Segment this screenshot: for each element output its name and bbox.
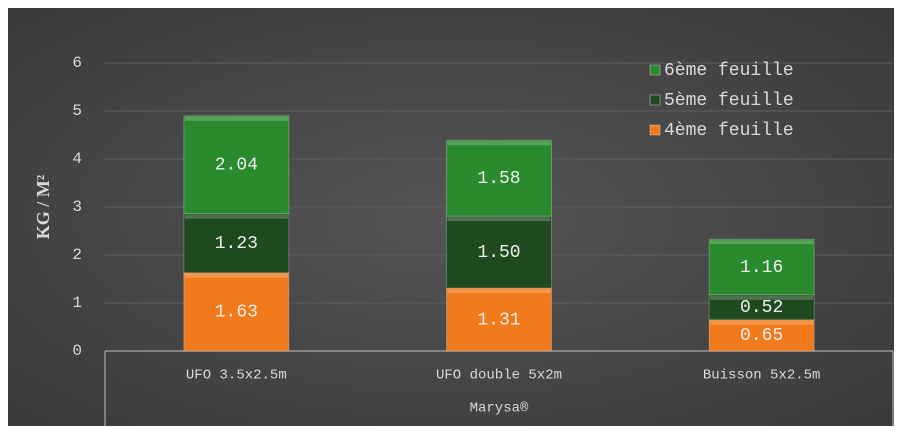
legend-label: 4ème feuille	[664, 121, 794, 141]
bar-bevel	[184, 116, 288, 121]
bar-segment	[446, 215, 552, 289]
bar-segment	[708, 319, 815, 352]
data-label: 1.31	[477, 310, 520, 330]
x-tick-label: UFO 3.5x2.5m	[186, 368, 287, 384]
y-tick-label: 6	[72, 54, 82, 72]
bar-segment	[708, 294, 815, 321]
bar-segment	[708, 238, 815, 296]
bar-segment	[183, 272, 290, 352]
data-label: 0.52	[740, 298, 783, 318]
x-tick-label: Buisson 5x2.5m	[703, 368, 821, 384]
y-tick-label: 5	[72, 102, 82, 120]
legend-label: 5ème feuille	[664, 91, 794, 111]
y-tick-label: 1	[72, 294, 82, 312]
y-tick-label: 2	[72, 246, 82, 264]
data-label: 0.65	[740, 326, 783, 346]
data-label: 2.04	[215, 156, 258, 176]
bar-bevel	[184, 214, 288, 219]
data-label: 1.63	[215, 303, 258, 323]
y-tick-label: 4	[72, 150, 82, 168]
bar-segment	[446, 139, 552, 217]
bar-bevel	[710, 240, 814, 245]
data-label: 1.58	[477, 169, 520, 189]
group-label: Marysa®	[470, 401, 529, 417]
bar-segment	[183, 115, 290, 215]
data-label: 1.16	[740, 258, 783, 278]
y-axis-label: KG / M²	[33, 175, 53, 239]
x-tick-label: UFO double 5x2m	[436, 368, 562, 384]
bar-bevel	[710, 320, 814, 325]
legend-swatch	[649, 94, 661, 106]
bar-bevel	[447, 141, 551, 146]
bar-bevel	[710, 295, 814, 300]
data-label: 1.50	[477, 243, 520, 263]
bar-bevel	[447, 217, 551, 222]
bar-bevel	[447, 289, 551, 294]
legend-swatch	[649, 64, 661, 76]
y-tick-label: 3	[72, 198, 82, 216]
y-tick-label: 0	[72, 342, 82, 360]
legend-swatch	[649, 124, 661, 136]
legend-label: 6ème feuille	[664, 61, 794, 81]
data-label: 1.23	[215, 234, 258, 254]
bar-bevel	[184, 273, 288, 278]
